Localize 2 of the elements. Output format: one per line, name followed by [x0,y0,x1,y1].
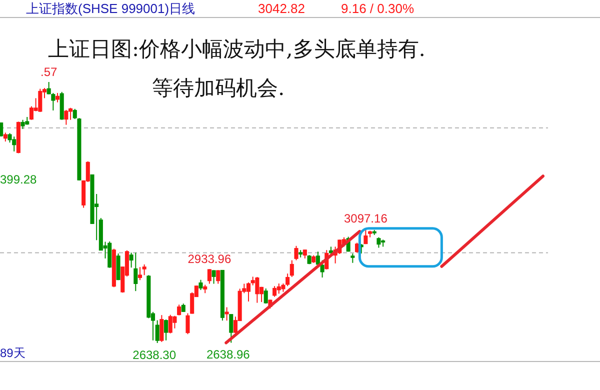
title: 上证指数(SHSE 999001)日线 [26,1,196,16]
subtitle: 上证日图:价格小幅波动中,多头底单持有. [48,37,426,61]
